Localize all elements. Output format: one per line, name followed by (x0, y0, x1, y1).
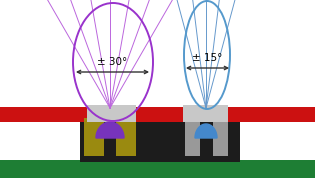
Text: ± 15°: ± 15° (192, 53, 222, 63)
Bar (87, 105, 136, 122)
Polygon shape (96, 122, 124, 138)
Bar (213, 118, 228, 156)
Text: ± 30°: ± 30° (97, 57, 127, 67)
Bar (183, 105, 228, 122)
Polygon shape (195, 124, 217, 138)
Bar (0, 160, 315, 178)
Bar (84, 118, 104, 156)
Bar (80, 115, 240, 162)
Bar (116, 118, 136, 156)
Bar (0, 107, 315, 122)
Bar (185, 118, 200, 156)
